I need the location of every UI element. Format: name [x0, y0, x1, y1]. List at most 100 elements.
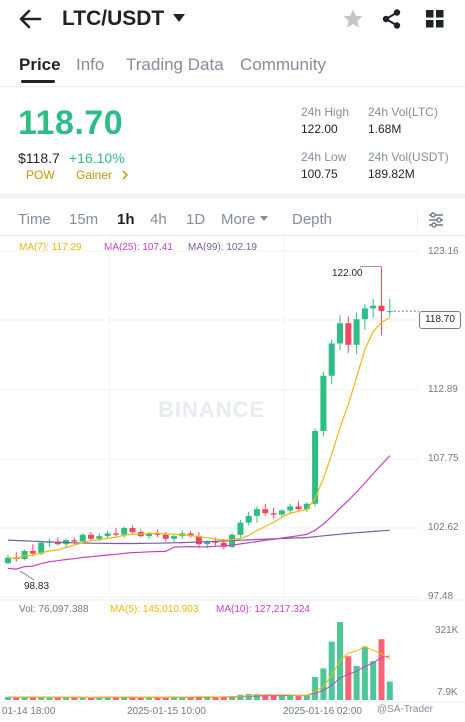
volume-bar [187, 697, 194, 700]
candle-body [337, 323, 343, 344]
tab-info[interactable]: Info [76, 55, 105, 74]
volume-bar [13, 697, 20, 700]
volume-bar [345, 656, 352, 700]
time-axis-label: 01-14 18:00 [2, 706, 56, 717]
volume-bar [328, 641, 335, 700]
candle-body [254, 509, 260, 516]
tag-gainer[interactable]: Gainer [76, 168, 113, 182]
vol-label: Vol: 76,097.388 [19, 604, 89, 615]
tf-1d[interactable]: 1D [186, 211, 206, 228]
price-chart[interactable] [0, 236, 465, 706]
current-price-tag: 118.70 [419, 311, 461, 329]
tf-15m[interactable]: 15m [69, 211, 99, 228]
high-value: 122.00 [301, 122, 338, 136]
volume-bar [21, 696, 28, 700]
vol-ltc-label: 24h Vol(LTC) [368, 105, 438, 119]
volume-bar [5, 697, 11, 700]
volume-bar [320, 668, 327, 700]
vol-axis-label: 7.9K [437, 687, 458, 698]
time-axis-label: 2025-01-15 10:00 [127, 706, 206, 717]
candle-body [154, 533, 161, 535]
tf-4h[interactable]: 4h [150, 211, 167, 228]
volume-bar [212, 697, 219, 700]
more-caret-icon[interactable] [259, 215, 269, 222]
ma99-label: MA(99): 102.19 [188, 242, 257, 253]
vol-axis-label: 321K [435, 625, 459, 636]
vol-ma5-label: MA(5): 145,010.903 [110, 604, 199, 615]
tag-pow[interactable]: POW [26, 168, 55, 182]
candle-body [386, 311, 393, 313]
candle-body [320, 375, 327, 432]
candle-body [312, 431, 319, 504]
candle-body [54, 541, 61, 545]
volume-bar [179, 697, 186, 700]
grid-menu-icon[interactable] [425, 9, 445, 29]
candle-body [303, 503, 310, 510]
price-change: +16.10% [69, 150, 125, 166]
ma25-label: MA(25): 107.41 [104, 242, 173, 253]
volume-bar [129, 697, 136, 700]
volume-bar [204, 696, 211, 700]
volume-bar [154, 697, 161, 700]
divider [417, 210, 418, 230]
vol-ma5-line [7, 645, 391, 699]
tf-time[interactable]: Time [18, 211, 51, 228]
tab-trading-data[interactable]: Trading Data [126, 55, 224, 74]
volume-bar [278, 695, 285, 700]
candle-body [370, 305, 377, 309]
candle-body [38, 542, 45, 554]
price-axis-label: 112.89 [428, 384, 458, 395]
usd-price: $118.7 [18, 150, 60, 166]
tab-price[interactable]: Price [19, 55, 61, 74]
chart-settings-icon[interactable] [427, 212, 445, 228]
candle-body [162, 534, 169, 539]
volume-bar [378, 639, 385, 700]
low-value: 100.75 [301, 167, 338, 181]
candle-body [129, 528, 136, 533]
caret-down-icon[interactable] [172, 13, 186, 23]
volume-bar [312, 676, 319, 700]
low-label: 24h Low [301, 150, 347, 164]
volume-bar [104, 696, 111, 700]
volume-bar [137, 697, 144, 700]
vol-ma10-label: MA(10): 127,217.324 [216, 604, 310, 615]
candle-body [121, 528, 128, 535]
ma7-label: MA(7): 117.29 [19, 242, 82, 253]
candle-body [278, 510, 285, 515]
candle-body [195, 536, 202, 545]
ma7-line [7, 317, 391, 559]
candle-body [353, 319, 360, 345]
tab-community[interactable]: Community [240, 55, 326, 74]
candle-body [345, 323, 352, 345]
tf-1h[interactable]: 1h [117, 211, 135, 228]
volume-bar [29, 697, 36, 700]
candle-body [378, 305, 385, 312]
volume-bar [295, 695, 302, 700]
vol-usdt-value: 189.82M [368, 167, 415, 181]
volume-bar [303, 695, 310, 700]
candle-body [104, 533, 111, 537]
back-arrow-icon[interactable] [18, 8, 42, 30]
candle-body [287, 506, 294, 511]
candle-body [5, 557, 11, 564]
volume-bar [386, 681, 393, 700]
volume-bar [146, 697, 153, 700]
star-icon[interactable] [342, 8, 364, 30]
price-axis-label: 123.16 [428, 246, 459, 257]
tf-depth[interactable]: Depth [292, 211, 333, 228]
candle-body [21, 550, 28, 560]
volume-bar [171, 696, 177, 700]
candle-body [220, 542, 227, 547]
active-tab-indicator [21, 80, 55, 83]
volume-bar [162, 697, 169, 700]
candle-body [112, 533, 119, 535]
top-bar: LTC/USDT [0, 0, 465, 40]
tf-more[interactable]: More [221, 211, 256, 228]
share-icon[interactable] [381, 8, 403, 30]
candle-body [361, 308, 368, 320]
candle-body [96, 536, 103, 539]
candle-body [171, 536, 177, 539]
candle-body [295, 506, 302, 510]
candle-body [187, 533, 194, 537]
pair-title[interactable]: LTC/USDT [62, 7, 165, 30]
